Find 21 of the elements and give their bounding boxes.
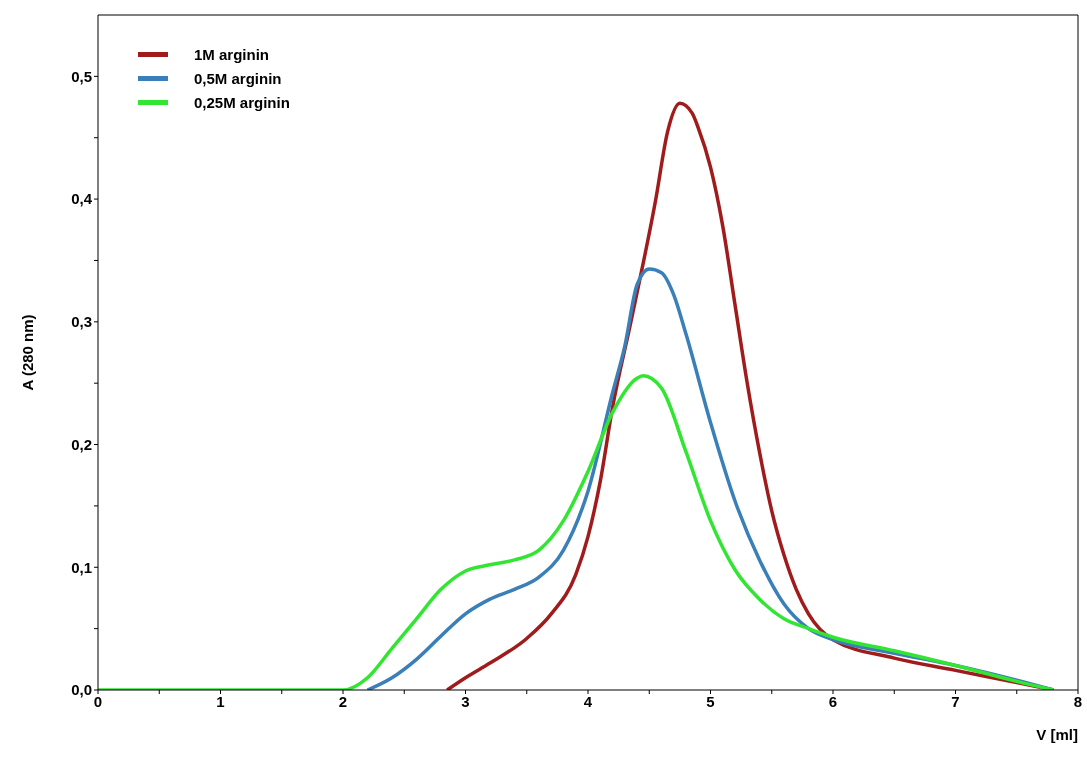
x-tick-label: 1 [216,692,225,710]
line-series [98,374,1056,690]
x-tick-label: 4 [583,692,593,710]
y-tick-label: 0,4 [71,190,93,208]
y-tick-label: 0,3 [71,313,92,331]
x-tick-label: 0 [93,692,103,710]
y-tick-label: 0,2 [71,435,92,453]
y-axis-title: A (280 nm) [19,314,37,391]
y-tick-label: 0,1 [71,558,92,576]
legend-label: 0,5M arginin [194,69,282,87]
x-tick-label: 2 [338,692,348,710]
x-tick-label: 5 [706,692,715,710]
x-tick-label: 7 [951,692,960,710]
x-axis-title: V [ml] [1036,726,1078,743]
y-tick-label: 0,0 [71,681,92,699]
y-tick-label: 0,5 [71,67,92,85]
legend-label: 1M arginin [194,45,270,63]
legend-label: 0,25M arginin [194,93,290,111]
x-tick-label: 6 [828,692,838,710]
x-tick-label: 8 [1073,692,1083,710]
x-tick-label: 3 [461,692,470,710]
